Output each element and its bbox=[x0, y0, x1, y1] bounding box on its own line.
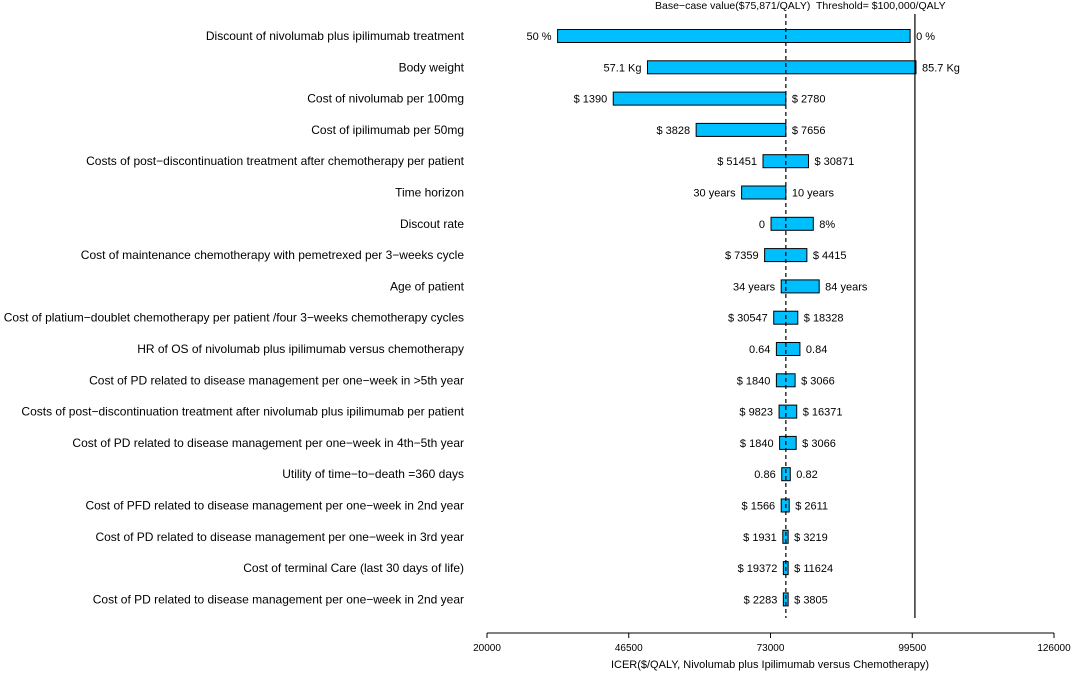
bar-left-value-label: 0 bbox=[759, 219, 765, 231]
reference-lines bbox=[785, 14, 916, 618]
parameter-label: Cost of PD related to disease management… bbox=[95, 530, 464, 544]
tornado-bar bbox=[695, 122, 787, 137]
parameter-label: Cost of nivolumab per 100mg bbox=[307, 92, 464, 106]
bar-right-value-label: $ 4415 bbox=[813, 250, 847, 262]
bar-left-value-label: 34 years bbox=[733, 281, 776, 293]
bar-right-value-label: $ 3066 bbox=[802, 438, 836, 450]
bar-left-value-label: $ 3828 bbox=[656, 125, 690, 137]
value-labels: 50 % 0 % 57.1 Kg 85.7 Kg $ 1390 $ 2780 $ 3828 $… bbox=[527, 31, 960, 606]
tornado-bar bbox=[775, 342, 801, 356]
bar-left-value-label: $ 1840 bbox=[740, 438, 774, 450]
tornado-bar bbox=[778, 404, 798, 419]
bar-right-value-label: 0 % bbox=[916, 31, 935, 43]
bar-left-value-label: $ 51451 bbox=[717, 156, 757, 168]
bar-right-value-label: $ 3805 bbox=[794, 594, 828, 606]
bar-left-value-label: $ 19372 bbox=[738, 563, 778, 575]
bar-left-value-label: $ 1840 bbox=[737, 375, 771, 387]
parameter-label: Costs of post−discontinuation treatment … bbox=[86, 154, 465, 168]
tornado-bar bbox=[557, 29, 911, 43]
x-tick-label: 20000 bbox=[473, 643, 501, 654]
parameter-label: Cost of maintenance chemotherapy with pe… bbox=[81, 248, 465, 262]
x-tick-label: 99500 bbox=[898, 643, 926, 654]
bar-right-value-label: $ 2780 bbox=[792, 94, 826, 106]
parameter-label: Costs of post−discontinuation treatment … bbox=[21, 405, 464, 419]
bar-left-value-label: 0.64 bbox=[749, 344, 770, 356]
bars bbox=[557, 29, 917, 607]
parameter-label: Discout rate bbox=[400, 217, 464, 231]
bar-left-value-label: $ 1566 bbox=[742, 501, 776, 513]
parameter-label: Cost of terminal Care (last 30 days of l… bbox=[243, 561, 464, 575]
bar-right-value-label: $ 30871 bbox=[814, 156, 854, 168]
bar-left-value-label: 30 years bbox=[693, 188, 736, 200]
bar-right-value-label: $ 3066 bbox=[801, 375, 835, 387]
tornado-bar bbox=[612, 91, 787, 106]
parameter-label: HR of OS of nivolumab plus ipilimumab ve… bbox=[137, 342, 464, 356]
bar-right-value-label: 0.82 bbox=[796, 469, 817, 481]
tornado-bar bbox=[779, 435, 797, 450]
bar-left-value-label: $ 1390 bbox=[574, 94, 608, 106]
parameter-label: Discount of nivolumab plus ipilimumab tr… bbox=[206, 29, 465, 43]
x-axis: 20000 46500 73000 99500 126000 bbox=[473, 632, 1071, 654]
tornado-bar bbox=[782, 529, 789, 544]
bar-left-value-label: $ 1931 bbox=[743, 532, 777, 544]
bar-left-value-label: 57.1 Kg bbox=[604, 62, 642, 74]
bar-right-value-label: 10 years bbox=[792, 188, 835, 200]
bar-right-value-label: 8% bbox=[819, 219, 835, 231]
parameter-label: Cost of PD related to disease management… bbox=[93, 592, 464, 606]
bar-right-value-label: $ 3219 bbox=[794, 532, 828, 544]
parameter-label: Utility of time−to−death =360 days bbox=[282, 467, 464, 481]
x-tick-label: 73000 bbox=[757, 643, 785, 654]
parameter-label: Cost of ipilimumab per 50mg bbox=[311, 123, 464, 137]
bar-left-value-label: $ 9823 bbox=[739, 407, 773, 419]
bar-left-value-label: 50 % bbox=[527, 31, 552, 43]
bar-left-value-label: $ 2283 bbox=[744, 594, 778, 606]
tornado-bar bbox=[741, 185, 787, 200]
tornado-bar bbox=[770, 216, 814, 231]
bar-right-value-label: $ 7656 bbox=[792, 125, 826, 137]
bar-left-value-label: $ 7359 bbox=[725, 250, 759, 262]
parameter-labels: Discount of nivolumab plus ipilimumab tr… bbox=[4, 29, 465, 606]
threshold-label: Threshold= $100,000/QALY bbox=[816, 0, 946, 12]
bar-right-value-label: $ 16371 bbox=[803, 407, 843, 419]
bar-left-value-label: $ 30547 bbox=[728, 313, 768, 325]
x-tick-label: 46500 bbox=[615, 643, 643, 654]
bar-right-value-label: 0.84 bbox=[806, 344, 827, 356]
tornado-bar bbox=[780, 279, 820, 294]
parameter-label: Cost of PFD related to disease managemen… bbox=[85, 499, 464, 513]
bar-right-value-label: $ 2611 bbox=[795, 501, 828, 513]
x-axis-title: ICER($/QALY, Nivolumab plus Ipilimumab v… bbox=[611, 659, 929, 671]
parameter-label: Cost of PD related to disease management… bbox=[72, 436, 464, 450]
tornado-bar bbox=[781, 467, 791, 482]
bar-right-value-label: $ 11624 bbox=[794, 563, 833, 575]
parameter-label: Age of patient bbox=[390, 279, 465, 293]
parameter-label: Body weight bbox=[399, 60, 465, 74]
x-tick-label: 126000 bbox=[1037, 643, 1071, 654]
parameter-label: Cost of PD related to disease management… bbox=[89, 373, 464, 387]
bar-right-value-label: 84 years bbox=[825, 281, 868, 293]
parameter-label: Cost of platium−doublet chemotherapy per… bbox=[4, 311, 464, 325]
tornado-bar bbox=[646, 60, 917, 75]
bar-right-value-label: 85.7 Kg bbox=[922, 62, 960, 74]
bar-left-value-label: 0.86 bbox=[754, 469, 775, 481]
bar-right-value-label: $ 18328 bbox=[804, 313, 844, 325]
parameter-label: Time horizon bbox=[395, 186, 464, 200]
base-case-label: Base−case value($75,871/QALY) bbox=[655, 0, 810, 12]
tornado-bar bbox=[780, 498, 790, 513]
